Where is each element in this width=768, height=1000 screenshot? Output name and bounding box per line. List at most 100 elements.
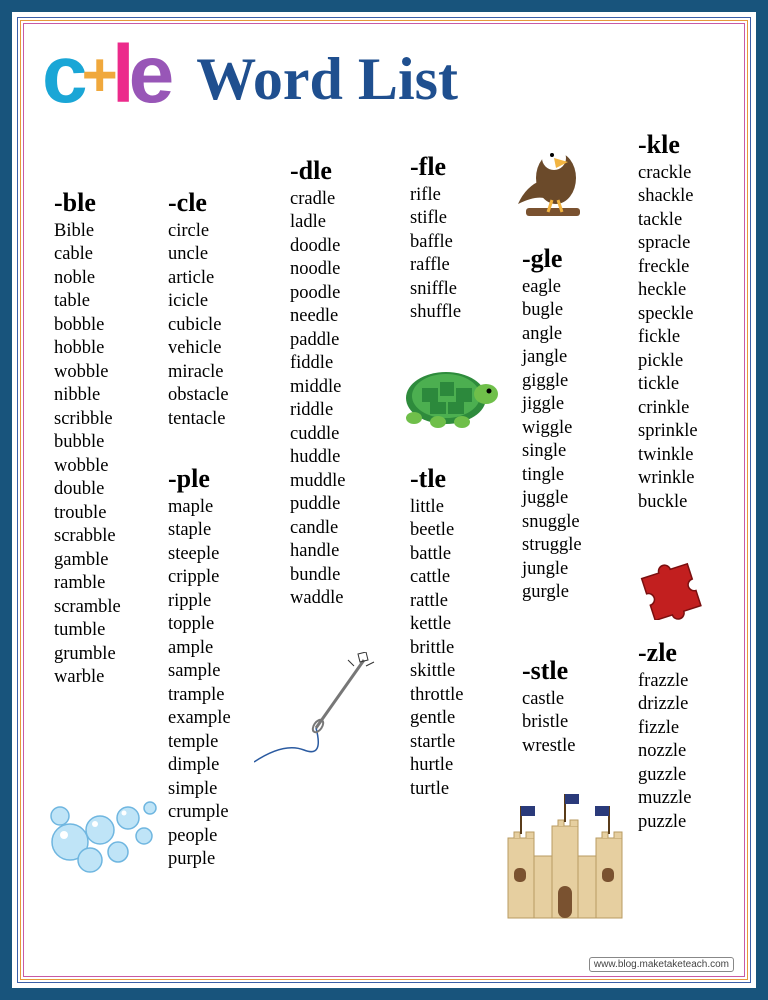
- word-item: candle: [290, 517, 346, 540]
- word-item: kettle: [410, 613, 463, 636]
- word-item: bubble: [54, 431, 121, 454]
- word-item: freckle: [638, 256, 698, 279]
- word-item: grumble: [54, 643, 121, 666]
- word-item: shackle: [638, 185, 698, 208]
- word-item: drizzle: [638, 693, 691, 716]
- word-item: raffle: [410, 254, 461, 277]
- word-item: rattle: [410, 590, 463, 613]
- word-item: tumble: [54, 619, 121, 642]
- heading-ble: -ble: [54, 188, 121, 218]
- col-zle: -zlefrazzledrizzlefizzlenozzleguzzlemuzz…: [638, 638, 691, 834]
- word-item: uncle: [168, 243, 229, 266]
- word-item: jungle: [522, 558, 582, 581]
- header: c + l e Word List: [24, 24, 744, 116]
- word-item: trample: [168, 684, 231, 707]
- word-item: fiddle: [290, 352, 346, 375]
- word-item: crinkle: [638, 397, 698, 420]
- word-item: ladle: [290, 211, 346, 234]
- word-item: tickle: [638, 373, 698, 396]
- eagle-icon: [508, 138, 594, 234]
- logo-c: c: [42, 34, 84, 116]
- word-item: wrestle: [522, 735, 575, 758]
- content-area: -bleBiblecablenobletablebobblehobblewobb…: [24, 116, 744, 963]
- list-tle: littlebeetlebattlecattlerattlekettlebrit…: [410, 496, 463, 801]
- list-zle: frazzledrizzlefizzlenozzleguzzlemuzzlepu…: [638, 670, 691, 834]
- word-item: gurgle: [522, 581, 582, 604]
- word-item: eagle: [522, 276, 582, 299]
- word-item: cripple: [168, 566, 231, 589]
- word-item: sprinkle: [638, 420, 698, 443]
- word-item: fickle: [638, 326, 698, 349]
- word-item: pickle: [638, 350, 698, 373]
- word-item: bobble: [54, 314, 121, 337]
- heading-kle: -kle: [638, 130, 698, 160]
- word-item: stifle: [410, 207, 461, 230]
- col-fle: -fleriflestiflebafflerafflesniffleshuffl…: [410, 152, 461, 325]
- col-ple: -plemaplestaplesteeplecripplerippletoppl…: [168, 464, 231, 872]
- word-item: bugle: [522, 299, 582, 322]
- list-kle: crackleshackletacklespraclefreckleheckle…: [638, 162, 698, 514]
- heading-dle: -dle: [290, 156, 346, 186]
- word-item: fizzle: [638, 717, 691, 740]
- word-item: turtle: [410, 778, 463, 801]
- word-item: circle: [168, 220, 229, 243]
- word-item: cradle: [290, 188, 346, 211]
- worksheet-page: c + l e Word List: [12, 12, 756, 988]
- word-item: double: [54, 478, 121, 501]
- word-item: scrabble: [54, 525, 121, 548]
- col-stle: -stlecastlebristlewrestle: [522, 656, 575, 758]
- word-item: article: [168, 267, 229, 290]
- word-item: doodle: [290, 235, 346, 258]
- heading-zle: -zle: [638, 638, 691, 668]
- credit-text: www.blog.maketaketeach.com: [589, 957, 734, 972]
- heading-fle: -fle: [410, 152, 461, 182]
- word-item: middle: [290, 376, 346, 399]
- word-item: guzzle: [638, 764, 691, 787]
- word-item: table: [54, 290, 121, 313]
- list-stle: castlebristlewrestle: [522, 688, 575, 758]
- word-item: gamble: [54, 549, 121, 572]
- word-item: jangle: [522, 346, 582, 369]
- list-ple: maplestaplesteeplecripplerippletoppleamp…: [168, 496, 231, 872]
- word-item: sniffle: [410, 278, 461, 301]
- word-item: nozzle: [638, 740, 691, 763]
- word-item: purple: [168, 848, 231, 871]
- word-item: gentle: [410, 707, 463, 730]
- word-item: beetle: [410, 519, 463, 542]
- heading-gle: -gle: [522, 244, 582, 274]
- word-item: noodle: [290, 258, 346, 281]
- word-item: shuffle: [410, 301, 461, 324]
- word-item: giggle: [522, 370, 582, 393]
- border-1: c + l e Word List: [17, 17, 751, 983]
- word-item: cuddle: [290, 423, 346, 446]
- word-item: single: [522, 440, 582, 463]
- word-item: sample: [168, 660, 231, 683]
- word-item: crumple: [168, 801, 231, 824]
- word-item: bundle: [290, 564, 346, 587]
- word-item: staple: [168, 519, 231, 542]
- word-item: obstacle: [168, 384, 229, 407]
- word-item: hobble: [54, 337, 121, 360]
- word-item: snuggle: [522, 511, 582, 534]
- word-item: ample: [168, 637, 231, 660]
- word-item: muddle: [290, 470, 346, 493]
- word-item: tentacle: [168, 408, 229, 431]
- word-item: baffle: [410, 231, 461, 254]
- word-item: example: [168, 707, 231, 730]
- word-item: throttle: [410, 684, 463, 707]
- castle-icon: [500, 786, 630, 926]
- word-item: battle: [410, 543, 463, 566]
- word-item: dimple: [168, 754, 231, 777]
- word-item: heckle: [638, 279, 698, 302]
- word-item: poodle: [290, 282, 346, 305]
- list-cle: circleunclearticleiciclecubiclevehiclemi…: [168, 220, 229, 431]
- word-item: scramble: [54, 596, 121, 619]
- turtle-icon: [392, 356, 502, 436]
- heading-cle: -cle: [168, 188, 229, 218]
- col-ble: -bleBiblecablenobletablebobblehobblewobb…: [54, 188, 121, 690]
- border-3: c + l e Word List: [23, 23, 745, 977]
- word-item: warble: [54, 666, 121, 689]
- word-item: buckle: [638, 491, 698, 514]
- bubbles-icon: [40, 772, 180, 882]
- heading-stle: -stle: [522, 656, 575, 686]
